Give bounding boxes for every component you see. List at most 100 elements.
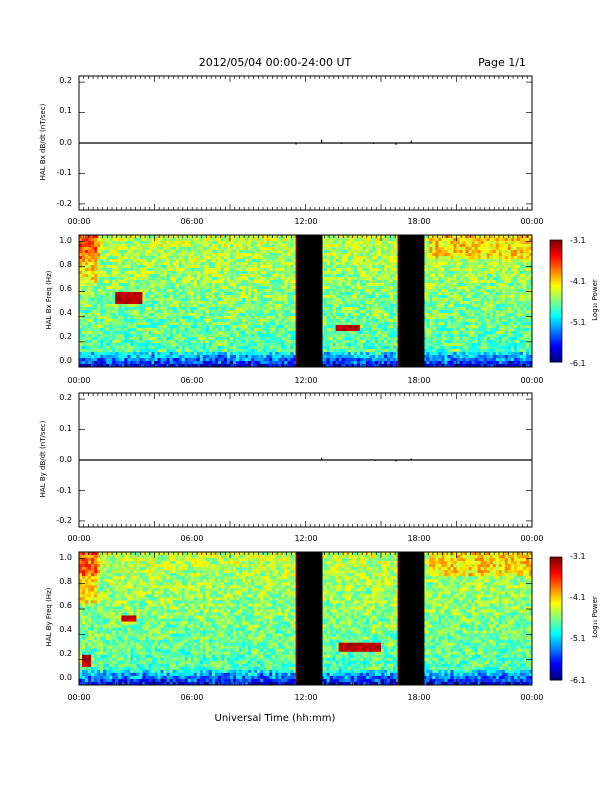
panel-bx-freq-cell [359,235,364,239]
panel-bx-freq-cell [236,292,240,296]
panel-bx-freq-cell [154,265,158,269]
panel-bx-freq-cell [371,304,376,308]
panel-bx-freq-cell [112,283,116,287]
panel-bx-freq-cell [175,343,180,347]
panel-bx-freq-cell [365,262,370,266]
panel-bx-freq-cell [163,238,167,242]
panel-bx-freq-cell [326,361,331,365]
panel-bx-freq-cell [347,292,352,296]
panel-bx-freq-cell [248,265,252,269]
panel-bx-freq-cell [175,322,180,326]
panel-bx-freq-cell [85,295,89,299]
panel-bx-freq-cell [266,328,270,332]
panel-bx-freq-cell [393,277,397,281]
panel-bx-freq-cell [142,319,146,323]
panel-bx-freq-cell [287,277,291,281]
panel-bx-freq-cell [266,280,270,284]
panel-bx-freq-cell [390,340,394,344]
panel-bx-freq-cell [91,271,95,275]
panel-bx-freq-cell [335,247,340,251]
panel-bx-freq-cell [326,331,331,335]
panel-bx-freq-cell [190,289,195,293]
panel-bx-freq-cell [381,250,385,254]
panel-bx-freq-cell [169,247,174,251]
panel-bx-freq-cell [166,304,170,308]
panel-bx-freq-cell [230,271,234,275]
panel-bx-freq-cell [211,355,216,359]
panel-bx-freq-cell [335,319,340,323]
panel-bx-freq-cell [196,358,201,362]
panel-bx-freq-cell [145,247,149,251]
panel-bx-freq-cell [112,253,116,257]
panel-bx-freq-cell [199,298,204,302]
panel-bx-freq-cell [251,346,255,350]
panel-bx-freq-cell [368,313,373,317]
panel-bx-freq-cell [115,256,119,260]
panel-bx-freq-cell [199,247,204,251]
panel-bx-freq-cell [335,307,340,311]
panel-bx-freq-cell [196,364,201,368]
panel-bx-freq-cell [390,250,394,254]
panel-bx-freq-cell [85,241,89,245]
panel-bx-freq-cell [326,325,331,329]
panel-bx-freq-cell [142,244,146,248]
panel-bx-freq-cell [272,349,276,353]
panel-bx-freq-cell [190,310,195,314]
panel-bx-freq-cell [133,361,137,365]
panel-bx-freq-cell [335,283,340,287]
panel-bx-freq-cell [371,355,376,359]
panel-bx-freq-cell [208,262,213,266]
panel-bx-freq-cell [127,244,131,248]
panel-bx-freq-cell [290,304,294,308]
panel-bx-freq-cell [223,253,228,257]
panel-bx-freq-cell [163,283,167,287]
panel-bx-freq-cell [236,256,240,260]
panel-bx-freq-cell [368,256,373,260]
panel-bx-freq-cell [239,247,243,251]
panel-bx-freq-cell [85,277,89,281]
panel-bx-freq-cell [223,352,228,356]
panel-bx-freq-cell [278,238,282,242]
panel-bx-freq-cell [245,244,249,248]
panel-bx-freq-cell [236,244,240,248]
panel-bx-freq-cell [254,250,258,254]
panel-bx-freq-cell [199,289,204,293]
panel-bx-freq-cell [199,301,204,305]
panel-bx-freq-cell [175,358,180,362]
panel-bx-freq-cell [293,271,297,275]
panel-bx-freq-cell [329,280,334,284]
panel-bx-freq-cell [106,322,110,326]
panel-bx-freq-cell [124,289,128,293]
panel-bx-freq-cell [257,328,261,332]
panel-bx-freq-cell [384,322,388,326]
panel-bx-freq-cell [226,298,231,302]
panel-bx-freq-cell [106,352,110,356]
panel-bx-freq-cell [223,307,228,311]
panel-bx-freq-cell [266,283,270,287]
panel-bx-freq-cell [362,286,367,290]
panel-bx-freq-cell [350,295,355,299]
panel-bx-freq-cell [278,298,282,302]
panel-bx-freq-cell [287,247,291,251]
panel-bx-freq-cell [130,277,134,281]
panel-bx-freq-cell [190,325,195,329]
panel-bx-freq-cell [260,268,264,272]
panel-bx-freq-cell [290,325,294,329]
panel-bx-freq-cell [239,337,243,341]
panel-bx-freq-cell [275,283,279,287]
panel-bx-freq-cell [163,235,167,239]
panel-bx-freq-cell [214,244,219,248]
panel-bx-freq-cell [142,268,146,272]
panel-bx-freq-cell [109,358,113,362]
panel-bx-freq-cell [214,241,219,245]
panel-bx-freq-cell [166,319,170,323]
panel-bx-freq-cell [278,358,282,362]
panel-bx-freq-cell [387,340,391,344]
panel-bx-freq-cell [178,313,183,317]
panel-bx-freq-cell [121,337,125,341]
panel-bx-freq-cell [220,349,225,353]
panel-bx-freq-cell [384,277,388,281]
panel-bx-freq-cell [193,346,198,350]
panel-bx-freq-cell [329,238,334,242]
panel-bx-freq-cell [214,325,219,329]
